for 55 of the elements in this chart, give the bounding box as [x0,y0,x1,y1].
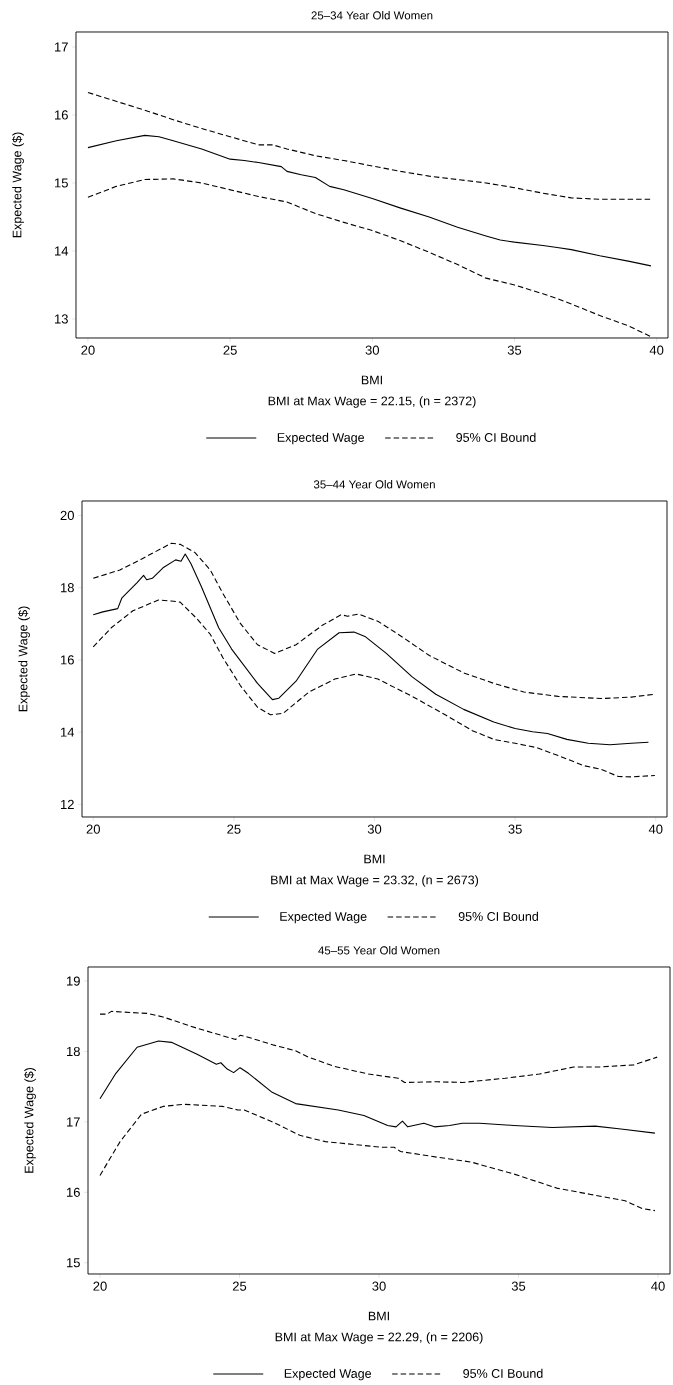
legend-label: 95% CI Bound [458,911,538,921]
y-tick-label: 15 [54,178,68,188]
y-tick-label: 17 [54,42,68,52]
x-tick-label: 35 [508,824,522,834]
line-series [99,1103,656,1212]
legend-label: Expected Wage [277,432,365,445]
line-series [99,1010,658,1084]
x-tick-label: 25 [232,1281,247,1291]
y-tick-label: 16 [60,655,74,665]
x-tick-label: 30 [372,1281,386,1291]
y-tick-label: 16 [66,1187,80,1197]
x-tick-label: 25 [223,345,237,355]
y-axis-title: Expected Wage ($) [18,606,30,712]
y-axis-title: Expected Wage ($) [24,1068,36,1173]
x-axis-title: BMI [364,854,385,864]
x-axis-title: BMI [361,375,382,385]
y-tick-label: 14 [54,246,69,256]
y-tick-label: 17 [66,1117,80,1127]
y-tick-label: 18 [66,1046,80,1057]
text: BMI at Max Wage = 23.32, (n = 2673) [271,875,479,887]
x-tick-label: 40 [648,824,663,834]
chart-title: 35–44 Year Old Women [313,480,435,489]
y-tick-label: 15 [66,1258,80,1268]
y-tick-label: 14 [60,727,75,737]
line-series [99,1040,656,1134]
legend-label: 95% CI Bound [463,1368,543,1378]
chart-title: 45–55 Year Old Women [318,946,440,955]
line-series [92,542,656,700]
x-tick-label: 40 [651,1281,665,1291]
chart-title: 25–34 Year Old Women [311,11,433,20]
y-tick-label: 18 [60,583,74,593]
legend-label: Expected Wage [280,911,367,924]
line-series [87,134,652,267]
y-tick-label: 13 [54,314,68,324]
legend-label: Expected Wage [284,1368,372,1381]
y-tick-label: 12 [60,799,74,809]
x-tick-label: 20 [86,824,100,834]
y-tick-label: 16 [54,110,68,120]
line-series [92,553,649,746]
legend-label: 95% CI Bound [456,432,536,442]
text: BMI at Max Wage = 22.15, (n = 2372) [268,396,476,408]
x-tick-label: 40 [649,345,664,355]
x-tick-label: 30 [365,345,380,355]
y-tick-label: 20 [60,510,74,521]
x-tick-label: 25 [227,824,241,834]
x-tick-label: 35 [511,1281,526,1291]
y-axis-title: Expected Wage ($) [12,132,24,238]
line-series [92,599,656,778]
y-tick-label: 19 [66,976,80,986]
x-axis-title: BMI [368,1311,389,1321]
x-tick-label: 30 [367,824,382,834]
x-tick-label: 35 [507,345,522,355]
text: BMI at Max Wage = 22.29, (n = 2206) [275,1332,483,1344]
x-tick-label: 20 [81,345,95,355]
x-tick-label: 20 [93,1281,107,1291]
